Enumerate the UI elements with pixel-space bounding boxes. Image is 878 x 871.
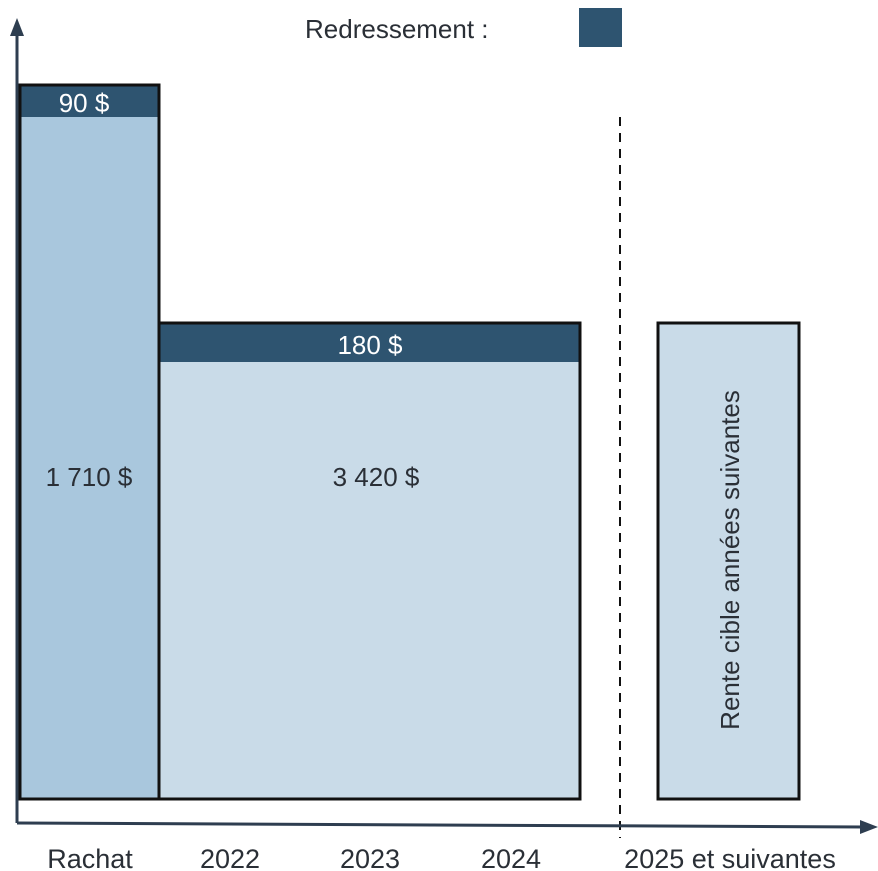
years-base-label: 3 420 $ <box>333 462 420 492</box>
rachat-adjust-band <box>20 85 159 117</box>
x-axis <box>16 821 865 829</box>
y-axis-arrow-icon <box>10 18 24 36</box>
tick-label-rachat: Rachat <box>47 844 133 871</box>
rachat-adjust-label: 90 $ <box>59 88 110 118</box>
tick-label-2023: 2023 <box>340 844 400 871</box>
tick-label-2025-plus: 2025 et suivantes <box>624 844 836 871</box>
tick-label-2022: 2022 <box>200 844 260 871</box>
legend-swatch <box>579 8 622 47</box>
years-base-block <box>159 323 580 799</box>
years-outline <box>157 321 582 801</box>
years-adjust-band <box>159 323 580 362</box>
future-block <box>656 321 801 801</box>
legend-label: Redressement : <box>305 14 489 44</box>
rachat-base-block <box>20 85 159 799</box>
future-label: Rente cible années suivantes <box>715 390 745 730</box>
tick-label-2024: 2024 <box>481 844 541 871</box>
rachat-base-label: 1 710 $ <box>46 462 133 492</box>
x-axis-arrow-icon <box>860 820 878 834</box>
years-adjust-label: 180 $ <box>337 330 403 360</box>
